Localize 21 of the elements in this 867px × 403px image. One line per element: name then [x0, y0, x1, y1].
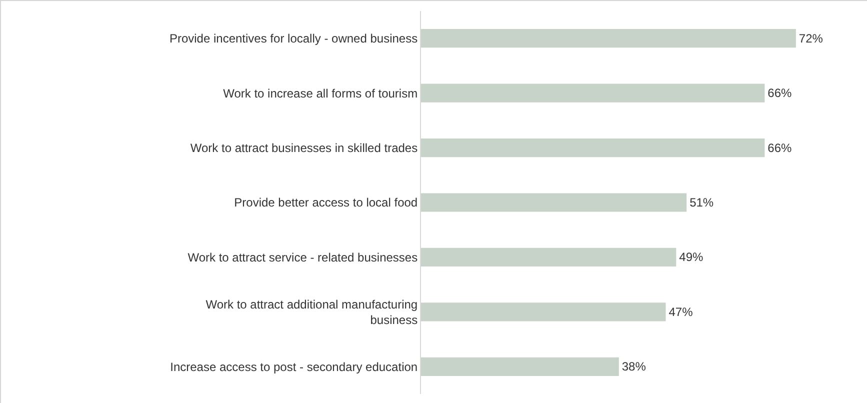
bar — [421, 84, 765, 102]
y-tick-label: Work to attract businesses in skilled trades — [190, 140, 418, 155]
data-label: 49% — [679, 250, 704, 264]
data-label: 47% — [668, 304, 694, 319]
y-tick-label: Work to attract service - related businesses — [188, 250, 418, 264]
bar — [421, 302, 666, 322]
bar — [421, 29, 796, 48]
y-tick-label: Work to increase all forms of tourism — [223, 86, 418, 100]
data-label: 72% — [798, 31, 824, 46]
y-tick-label: Increase access to post - secondary education — [170, 360, 418, 374]
bar — [421, 138, 765, 158]
bar — [421, 193, 687, 212]
y-tick-label: Provide better access to local food — [234, 196, 418, 210]
data-label: 66% — [768, 86, 792, 100]
data-label: 66% — [768, 140, 792, 155]
y-tick-label: Work to attract additional manufacturing business — [206, 297, 418, 327]
y-tick-label: Provide incentives for locally - owned business — [169, 32, 418, 46]
bar — [421, 248, 676, 267]
bar — [421, 357, 619, 376]
data-label: 51% — [690, 196, 714, 210]
data-label: 38% — [622, 360, 646, 374]
